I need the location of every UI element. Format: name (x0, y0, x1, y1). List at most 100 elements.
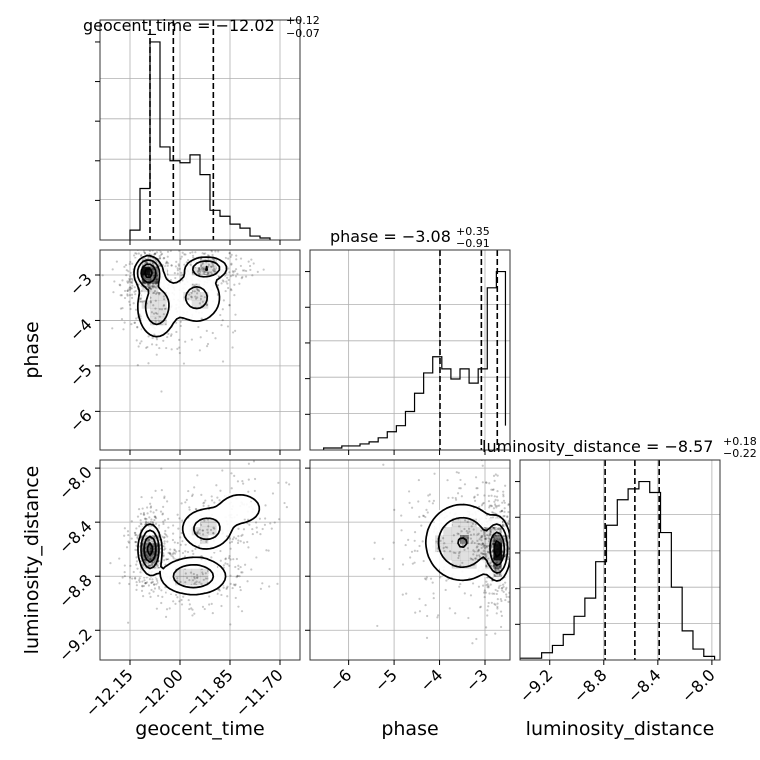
scatter-point (285, 506, 288, 509)
scatter-point (482, 549, 485, 552)
density-cell (476, 543, 486, 553)
density-cell (208, 560, 218, 569)
scatter-point (167, 551, 170, 554)
scatter-point (498, 528, 501, 531)
scatter-point (473, 499, 477, 502)
scatter-point (168, 607, 171, 610)
scatter-point (201, 263, 204, 266)
title-minus: −0.22 (723, 447, 757, 460)
scatter-point (230, 289, 233, 292)
density-cell (216, 518, 226, 528)
scatter-point (481, 534, 484, 538)
density-cell (468, 518, 478, 528)
scatter-point (123, 321, 126, 324)
density-cell (443, 535, 453, 544)
scatter-point (542, 553, 544, 555)
scatter-point (475, 487, 478, 490)
scatter-point (516, 548, 518, 550)
histogram-geocent_time (100, 20, 300, 240)
scatter-point (231, 346, 234, 349)
scatter-point (485, 546, 488, 549)
density-cell (451, 560, 461, 569)
scatter-point (173, 548, 176, 551)
scatter-point (481, 552, 484, 555)
scatter-point (513, 503, 515, 505)
scatter-point (146, 284, 150, 287)
scatter-point (198, 273, 201, 276)
density-cell (460, 526, 469, 536)
scatter-point (188, 579, 191, 582)
scatter-point (401, 563, 405, 566)
scatter-point (149, 301, 153, 304)
scatter-point (221, 279, 224, 282)
scatter-point (479, 605, 483, 608)
scatter-point (193, 246, 195, 248)
scatter-point (140, 495, 143, 499)
density-cell (208, 526, 218, 536)
scatter-point (137, 345, 140, 348)
scatter-point (193, 290, 196, 293)
scatter-point (207, 504, 210, 507)
scatter-point (140, 340, 143, 343)
scatter-point (154, 516, 157, 519)
scatter-point (523, 582, 525, 584)
scatter-point (208, 595, 211, 598)
scatter-point (182, 595, 185, 598)
density-cell (468, 526, 478, 536)
scatter-point (481, 464, 484, 467)
scatter-point (162, 313, 165, 316)
scatter-point (513, 559, 515, 561)
scatter-point (152, 511, 155, 514)
scatter-point (138, 554, 142, 557)
histogram-step-luminosity_distance (520, 480, 716, 660)
panel-frames (99, 19, 721, 661)
scatter-point (163, 256, 166, 260)
scatter-point (517, 542, 519, 544)
scatter-point (522, 544, 524, 546)
scatter-point (153, 285, 156, 288)
scatter-point (428, 500, 431, 503)
scatter-point (496, 490, 499, 493)
scatter-point (483, 537, 487, 540)
scatter-point (178, 338, 181, 341)
scatter-point (376, 624, 379, 628)
density-cell (476, 568, 486, 578)
density-cell (183, 308, 193, 318)
scatter-point (228, 251, 231, 255)
scatter-point (476, 533, 479, 536)
density-cell (476, 535, 486, 544)
scatter-point (103, 241, 105, 243)
scatter-point (452, 551, 455, 554)
scatter-point (212, 532, 215, 535)
scatter-point (196, 270, 199, 273)
scatter-point (153, 333, 156, 336)
scatter-point (133, 321, 137, 324)
scatter-point (422, 514, 425, 517)
scatter-point (166, 246, 168, 248)
scatter-point (171, 538, 175, 542)
scatter-point (428, 493, 432, 496)
scatter-point (146, 506, 149, 509)
density-phase-vs-geocent_time (100, 241, 300, 450)
scatter-point (502, 583, 505, 586)
scatter-point (136, 364, 139, 367)
scatter-point (172, 557, 175, 560)
scatter-point (513, 544, 515, 546)
scatter-point (501, 589, 504, 592)
y-tick-label-phase: −3 (66, 269, 96, 299)
scatter-point (150, 285, 153, 288)
scatter-point (250, 568, 253, 571)
scatter-point (149, 520, 152, 524)
scatter-point (526, 467, 528, 469)
scatter-point (212, 267, 216, 270)
scatter-point (222, 299, 225, 302)
scatter-point (514, 580, 516, 582)
scatter-point (172, 551, 175, 554)
scatter-point (424, 515, 427, 519)
scatter-point (247, 478, 250, 481)
scatter-point (151, 285, 154, 288)
scatter-point (474, 557, 477, 560)
scatter-point (496, 598, 499, 601)
scatter-point (388, 567, 391, 571)
